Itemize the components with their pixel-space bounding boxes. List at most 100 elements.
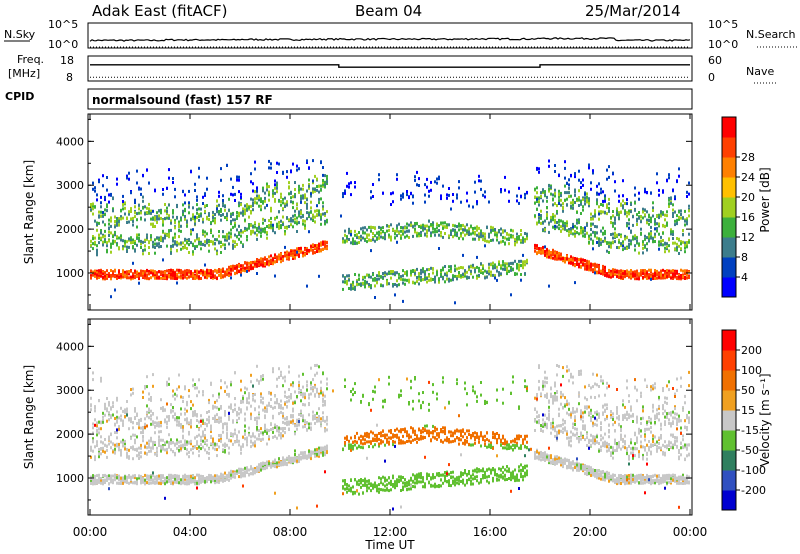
data-cell bbox=[220, 209, 222, 213]
data-cell bbox=[234, 264, 236, 268]
data-cell bbox=[604, 273, 606, 277]
data-cell bbox=[176, 475, 178, 479]
data-cell bbox=[440, 268, 442, 272]
data-cell bbox=[418, 225, 420, 228]
data-cell bbox=[618, 194, 620, 198]
data-cell bbox=[602, 199, 604, 203]
data-cell bbox=[196, 434, 198, 438]
data-cell bbox=[244, 266, 246, 270]
data-cell bbox=[668, 249, 670, 253]
data-cell bbox=[308, 248, 310, 252]
data-cell bbox=[112, 197, 114, 201]
data-cell bbox=[618, 233, 620, 237]
data-cell bbox=[94, 219, 96, 223]
data-cell bbox=[648, 235, 650, 239]
data-cell bbox=[90, 274, 92, 278]
data-cell bbox=[292, 219, 294, 223]
data-cell bbox=[150, 475, 152, 479]
data-cell bbox=[134, 269, 136, 273]
data-cell bbox=[272, 223, 274, 227]
nave-label: Nave bbox=[746, 65, 774, 78]
data-cell bbox=[176, 243, 178, 247]
data-cell bbox=[124, 270, 126, 274]
data-cell bbox=[364, 237, 366, 241]
data-cell bbox=[588, 261, 590, 265]
data-cell bbox=[626, 222, 628, 225]
data-cell bbox=[524, 239, 526, 243]
data-cell bbox=[558, 199, 560, 203]
data-cell bbox=[324, 219, 326, 223]
data-cell bbox=[160, 210, 162, 213]
data-cell bbox=[508, 233, 510, 237]
data-cell bbox=[290, 196, 292, 200]
data-cell bbox=[184, 217, 186, 221]
data-cell bbox=[104, 479, 106, 483]
data-cell bbox=[216, 454, 218, 458]
data-cell bbox=[192, 217, 194, 221]
data-cell bbox=[196, 486, 198, 490]
data-cell bbox=[444, 221, 446, 225]
data-cell bbox=[436, 222, 438, 226]
data-cell bbox=[688, 240, 690, 244]
data-cell bbox=[238, 214, 240, 218]
data-cell bbox=[176, 394, 178, 398]
data-cell bbox=[312, 181, 314, 185]
data-cell bbox=[648, 268, 650, 272]
data-cell bbox=[174, 240, 176, 244]
data-cell bbox=[666, 214, 668, 218]
data-cell bbox=[386, 280, 388, 284]
data-cell bbox=[484, 190, 486, 194]
data-cell bbox=[280, 260, 282, 264]
data-cell bbox=[632, 215, 634, 219]
data-cell bbox=[434, 280, 436, 284]
data-cell bbox=[190, 232, 192, 236]
data-cell bbox=[106, 203, 108, 207]
data-cell bbox=[150, 409, 152, 413]
data-cell bbox=[476, 202, 478, 206]
data-cell bbox=[344, 280, 346, 284]
data-cell bbox=[600, 210, 602, 214]
data-cell bbox=[158, 481, 160, 485]
data-cell bbox=[656, 172, 658, 176]
data-cell bbox=[398, 276, 400, 280]
data-cell bbox=[310, 206, 312, 210]
data-cell bbox=[494, 230, 496, 234]
data-cell bbox=[308, 184, 310, 188]
data-cell bbox=[104, 413, 106, 417]
data-cell bbox=[184, 275, 186, 279]
data-cell bbox=[94, 269, 96, 273]
data-cell bbox=[100, 427, 102, 431]
data-cell bbox=[380, 231, 382, 235]
data-cell bbox=[122, 200, 124, 203]
data-cell bbox=[162, 445, 164, 449]
data-cell bbox=[522, 263, 524, 267]
data-cell bbox=[622, 242, 624, 246]
data-cell bbox=[190, 271, 192, 275]
data-cell bbox=[520, 194, 522, 198]
data-cell bbox=[594, 214, 596, 218]
power-colorbar-label: Power [dB] bbox=[758, 167, 772, 232]
data-cell bbox=[218, 416, 220, 420]
data-cell bbox=[550, 192, 552, 196]
data-cell bbox=[214, 476, 216, 480]
data-cell bbox=[92, 478, 94, 482]
data-cell bbox=[216, 399, 218, 403]
data-cell bbox=[420, 234, 422, 237]
data-cell bbox=[102, 211, 104, 214]
data-cell bbox=[184, 269, 186, 273]
data-cell bbox=[392, 283, 394, 286]
data-cell bbox=[276, 260, 278, 263]
data-cell bbox=[208, 274, 210, 278]
data-cell bbox=[600, 269, 602, 273]
data-cell bbox=[326, 210, 328, 214]
data-cell bbox=[684, 250, 686, 254]
data-cell bbox=[566, 220, 568, 224]
data-cell bbox=[500, 266, 502, 270]
data-cell bbox=[96, 221, 98, 225]
data-cell bbox=[182, 425, 184, 429]
data-cell bbox=[182, 476, 184, 480]
data-cell bbox=[604, 239, 606, 243]
data-cell bbox=[318, 197, 320, 201]
data-cell bbox=[182, 436, 184, 440]
data-cell bbox=[184, 474, 186, 478]
